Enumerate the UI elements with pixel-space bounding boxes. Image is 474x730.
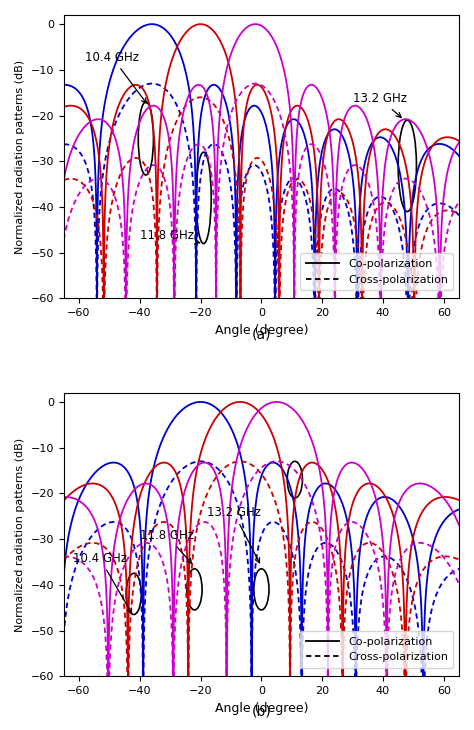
Text: 11.8 GHz: 11.8 GHz bbox=[140, 229, 200, 244]
Text: 10.4 GHz: 10.4 GHz bbox=[73, 552, 132, 613]
Legend: Co-polarization, Cross-polarization: Co-polarization, Cross-polarization bbox=[300, 631, 454, 668]
Y-axis label: Normalized radiation patterns (dB): Normalized radiation patterns (dB) bbox=[15, 60, 25, 254]
Text: 13.2 GHz: 13.2 GHz bbox=[353, 92, 407, 118]
Y-axis label: Normalized radiation patterns (dB): Normalized radiation patterns (dB) bbox=[15, 437, 25, 631]
Text: 11.8 GHz: 11.8 GHz bbox=[140, 529, 194, 564]
Text: (b): (b) bbox=[252, 705, 271, 719]
Legend: Co-polarization, Cross-polarization: Co-polarization, Cross-polarization bbox=[300, 253, 454, 290]
Text: 10.4 GHz: 10.4 GHz bbox=[85, 50, 146, 103]
Text: (a): (a) bbox=[252, 327, 271, 341]
X-axis label: Angle (degree): Angle (degree) bbox=[215, 702, 308, 715]
Text: 13.2 GHz: 13.2 GHz bbox=[207, 506, 261, 563]
X-axis label: Angle (degree): Angle (degree) bbox=[215, 323, 308, 337]
